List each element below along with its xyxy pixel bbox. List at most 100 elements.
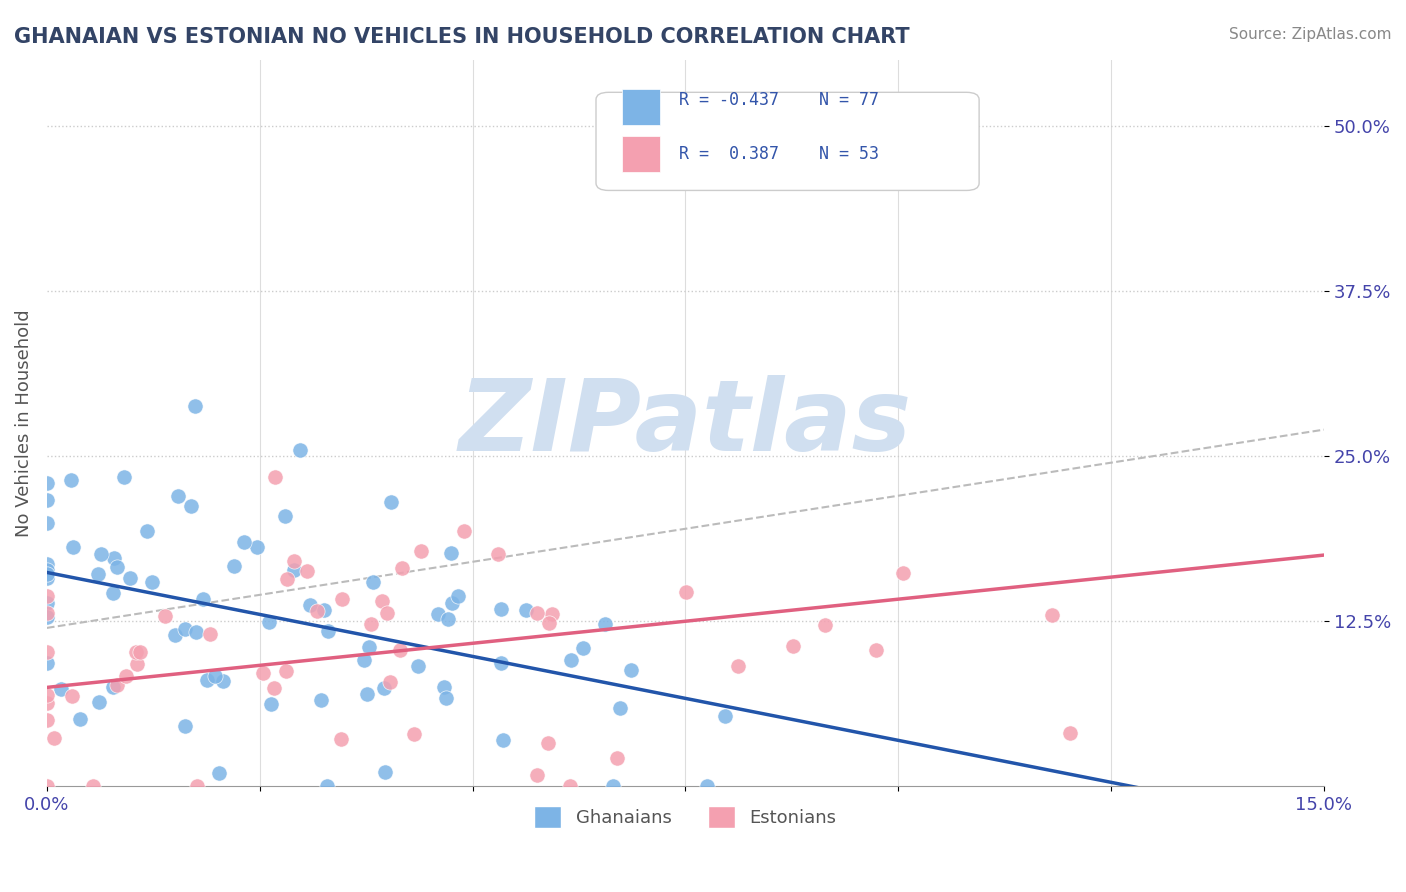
Estonians — [370, 594, 392, 608]
Ghanaians — [602, 780, 624, 794]
Ghanaians — [49, 681, 72, 696]
Bar — [621, 136, 659, 172]
Text: ZIPatlas: ZIPatlas — [458, 375, 912, 472]
Estonians — [114, 669, 136, 683]
Estonians — [330, 591, 353, 606]
Estonians — [814, 618, 837, 632]
Ghanaians — [195, 673, 218, 687]
Estonians — [283, 554, 305, 568]
Estonians — [153, 608, 176, 623]
Estonians — [35, 607, 58, 621]
Estonians — [377, 606, 399, 620]
Ghanaians — [373, 681, 395, 695]
Ghanaians — [103, 550, 125, 565]
Estonians — [252, 665, 274, 680]
Ghanaians — [361, 574, 384, 589]
Ghanaians — [290, 442, 312, 457]
Estonians — [360, 617, 382, 632]
Estonians — [606, 750, 628, 764]
Ghanaians — [515, 602, 537, 616]
Ghanaians — [274, 508, 297, 523]
Ghanaians — [208, 765, 231, 780]
Ghanaians — [35, 657, 58, 671]
Estonians — [125, 657, 148, 672]
Estonians — [44, 731, 66, 746]
Estonians — [537, 615, 560, 630]
Ghanaians — [35, 516, 58, 530]
Ghanaians — [374, 764, 396, 779]
Ghanaians — [141, 575, 163, 590]
Estonians — [409, 544, 432, 558]
Ghanaians — [59, 473, 82, 487]
Estonians — [186, 780, 208, 794]
Ghanaians — [35, 596, 58, 610]
Estonians — [782, 640, 804, 654]
Ghanaians — [312, 602, 335, 616]
Estonians — [378, 675, 401, 690]
Estonians — [35, 645, 58, 659]
Bar — [621, 88, 659, 125]
Ghanaians — [35, 563, 58, 577]
Estonians — [558, 780, 581, 794]
Ghanaians — [186, 624, 208, 639]
Estonians — [305, 604, 328, 618]
Estonians — [60, 690, 83, 704]
Estonians — [329, 732, 352, 747]
Ghanaians — [406, 658, 429, 673]
Estonians — [402, 727, 425, 741]
Ghanaians — [112, 470, 135, 484]
Ghanaians — [222, 558, 245, 573]
Ghanaians — [35, 610, 58, 624]
Estonians — [391, 561, 413, 575]
Ghanaians — [35, 567, 58, 582]
Ghanaians — [433, 680, 456, 694]
Estonians — [35, 696, 58, 710]
FancyBboxPatch shape — [596, 92, 979, 190]
Ghanaians — [165, 628, 187, 642]
Ghanaians — [696, 780, 718, 794]
Ghanaians — [35, 492, 58, 507]
Ghanaians — [118, 571, 141, 585]
Ghanaians — [316, 780, 339, 794]
Estonians — [35, 688, 58, 702]
Ghanaians — [283, 563, 305, 577]
Estonians — [453, 524, 475, 538]
Ghanaians — [257, 615, 280, 630]
Estonians — [388, 642, 411, 657]
Ghanaians — [191, 592, 214, 607]
Ghanaians — [434, 690, 457, 705]
Ghanaians — [62, 540, 84, 554]
Estonians — [129, 644, 152, 658]
Ghanaians — [560, 652, 582, 666]
Ghanaians — [259, 697, 281, 711]
Ghanaians — [204, 668, 226, 682]
Estonians — [675, 585, 697, 599]
Ghanaians — [246, 540, 269, 554]
Ghanaians — [232, 534, 254, 549]
Estonians — [537, 736, 560, 750]
Y-axis label: No Vehicles in Household: No Vehicles in Household — [15, 310, 32, 537]
Estonians — [35, 589, 58, 603]
Ghanaians — [35, 557, 58, 571]
Ghanaians — [427, 607, 450, 622]
Ghanaians — [489, 656, 512, 670]
Estonians — [276, 665, 298, 679]
Legend: Ghanaians, Estonians: Ghanaians, Estonians — [527, 799, 844, 836]
Estonians — [727, 659, 749, 673]
Ghanaians — [609, 701, 631, 715]
Ghanaians — [492, 732, 515, 747]
Text: R =  0.387    N = 53: R = 0.387 N = 53 — [679, 145, 879, 163]
Ghanaians — [489, 602, 512, 616]
Text: R = -0.437    N = 77: R = -0.437 N = 77 — [679, 91, 879, 109]
Ghanaians — [380, 494, 402, 508]
Ghanaians — [86, 566, 108, 581]
Ghanaians — [167, 489, 190, 503]
Ghanaians — [89, 695, 111, 709]
Ghanaians — [183, 399, 205, 413]
Ghanaians — [714, 708, 737, 723]
Estonians — [35, 780, 58, 794]
Estonians — [865, 643, 887, 657]
Estonians — [82, 780, 104, 794]
Ghanaians — [103, 586, 125, 600]
Estonians — [264, 470, 287, 484]
